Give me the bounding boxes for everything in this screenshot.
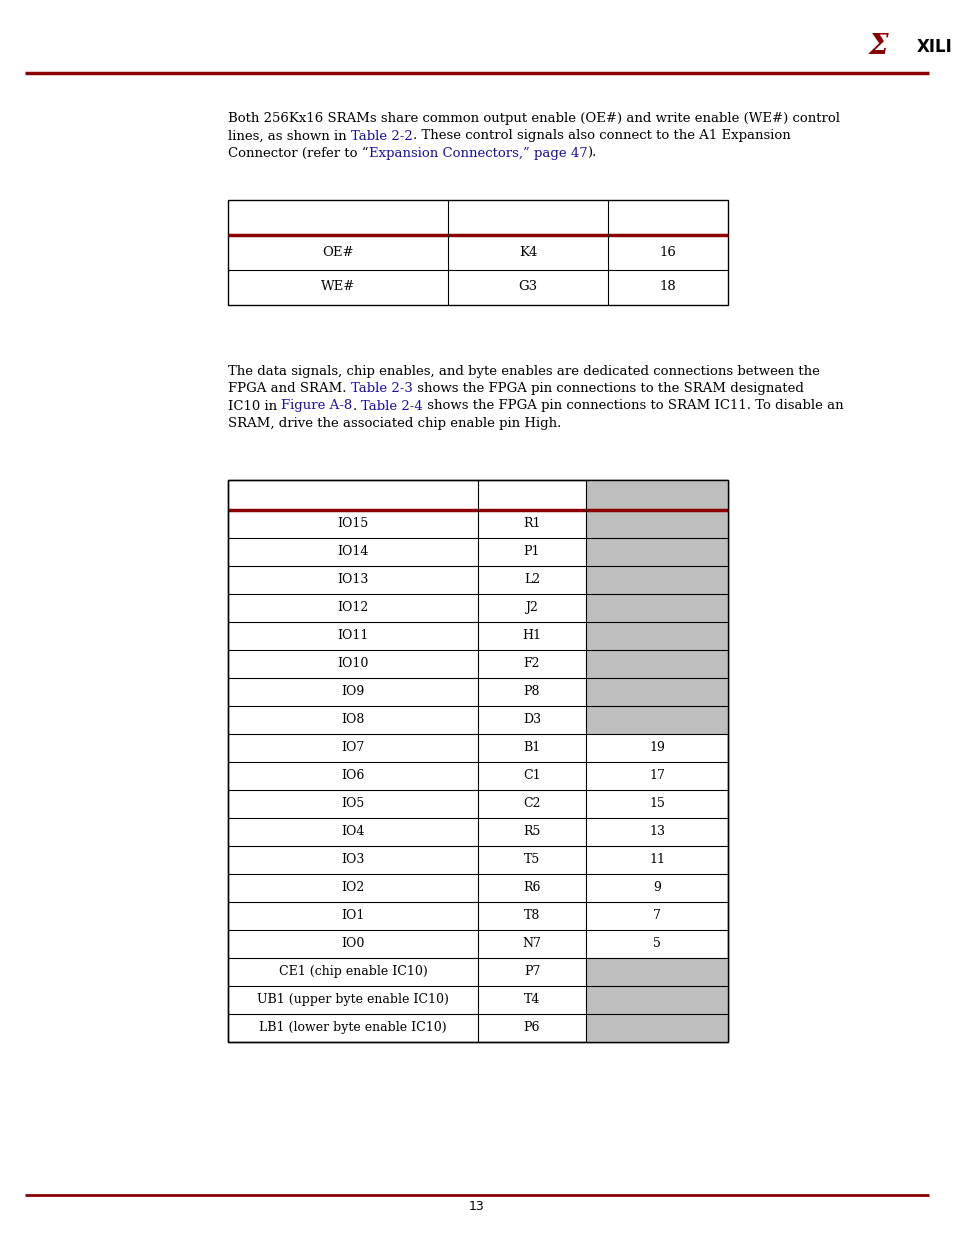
Text: R1: R1 [522,517,540,530]
Text: B1: B1 [523,741,540,755]
Text: K4: K4 [518,246,537,258]
Text: 13: 13 [469,1200,484,1213]
Text: XILINX: XILINX [916,38,953,56]
Text: IO11: IO11 [337,629,368,642]
Text: R6: R6 [522,881,540,894]
Bar [585,986,727,1014]
Text: R5: R5 [523,825,540,839]
Text: T4: T4 [523,993,539,1007]
Text: P8: P8 [523,685,539,698]
Text: 16: 16 [659,246,676,258]
Text: WE#: WE# [320,280,355,294]
Text: C1: C1 [522,769,540,782]
Text: 19: 19 [648,741,664,755]
Bar [228,479,727,1041]
Bar [585,1014,727,1041]
Text: shows the FPGA pin connections to SRAM IC11. To disable an: shows the FPGA pin connections to SRAM I… [422,399,842,412]
Text: shows the FPGA pin connections to the SRAM designated: shows the FPGA pin connections to the SR… [413,382,802,395]
Text: SRAM, drive the associated chip enable pin High.: SRAM, drive the associated chip enable p… [228,417,560,430]
Text: IO8: IO8 [341,713,364,726]
Text: J2: J2 [525,601,537,614]
Text: IO5: IO5 [341,797,364,810]
Text: C2: C2 [522,797,540,810]
Text: IC10 in: IC10 in [228,399,281,412]
Bar [585,650,727,678]
Text: Σ: Σ [868,33,888,61]
Bar [585,537,727,566]
Text: IO15: IO15 [337,517,368,530]
Text: IO6: IO6 [341,769,364,782]
Text: Table 2-4: Table 2-4 [361,399,422,412]
Bar [228,200,727,305]
Text: Figure A-8: Figure A-8 [281,399,353,412]
Text: LB1 (lower byte enable IC10): LB1 (lower byte enable IC10) [259,1021,446,1034]
Text: lines, as shown in: lines, as shown in [228,130,351,142]
Text: 17: 17 [648,769,664,782]
Text: Connector (refer to “: Connector (refer to “ [228,147,368,161]
Text: 5: 5 [653,937,660,950]
Text: IO14: IO14 [337,545,368,558]
Text: IO1: IO1 [341,909,364,923]
Text: G3: G3 [517,280,537,294]
Text: 18: 18 [659,280,676,294]
Text: .: . [353,399,361,412]
Text: T8: T8 [523,909,539,923]
Text: 15: 15 [648,797,664,810]
Bar [585,705,727,734]
Text: ).: ). [587,147,597,161]
Text: 13: 13 [648,825,664,839]
Text: D3: D3 [522,713,540,726]
Bar [585,510,727,537]
Text: Table 2-2: Table 2-2 [351,130,413,142]
Text: IO9: IO9 [341,685,364,698]
Text: OE#: OE# [322,246,354,258]
Text: T5: T5 [523,853,539,866]
Text: UB1 (upper byte enable IC10): UB1 (upper byte enable IC10) [256,993,449,1007]
Text: . These control signals also connect to the A1 Expansion: . These control signals also connect to … [413,130,789,142]
Text: P1: P1 [523,545,539,558]
Text: The data signals, chip enables, and byte enables are dedicated connections betwe: The data signals, chip enables, and byte… [228,364,819,378]
Text: IO13: IO13 [337,573,368,585]
Text: 11: 11 [648,853,664,866]
Text: Table 2-3: Table 2-3 [351,382,413,395]
Bar [585,594,727,621]
Text: N7: N7 [522,937,541,950]
Text: IO0: IO0 [341,937,364,950]
Bar [228,479,727,1041]
Text: P7: P7 [523,965,539,978]
Text: 9: 9 [653,881,660,894]
Bar [585,621,727,650]
Text: Expansion Connectors,” page 47: Expansion Connectors,” page 47 [368,147,587,161]
Text: IO2: IO2 [341,881,364,894]
Text: IO10: IO10 [337,657,368,671]
Bar [585,678,727,705]
Bar [585,957,727,986]
Text: CE1 (chip enable IC10): CE1 (chip enable IC10) [278,965,427,978]
Text: IO12: IO12 [337,601,368,614]
Bar [585,479,727,510]
Text: 7: 7 [653,909,660,923]
Text: IO3: IO3 [341,853,364,866]
Text: F2: F2 [523,657,539,671]
Text: IO4: IO4 [341,825,364,839]
Bar [585,566,727,594]
Text: P6: P6 [523,1021,539,1034]
Text: FPGA and SRAM.: FPGA and SRAM. [228,382,351,395]
Text: Both 256Kx16 SRAMs share common output enable (OE#) and write enable (WE#) contr: Both 256Kx16 SRAMs share common output e… [228,112,840,125]
Text: H1: H1 [522,629,541,642]
Text: L2: L2 [523,573,539,585]
Text: IO7: IO7 [341,741,364,755]
